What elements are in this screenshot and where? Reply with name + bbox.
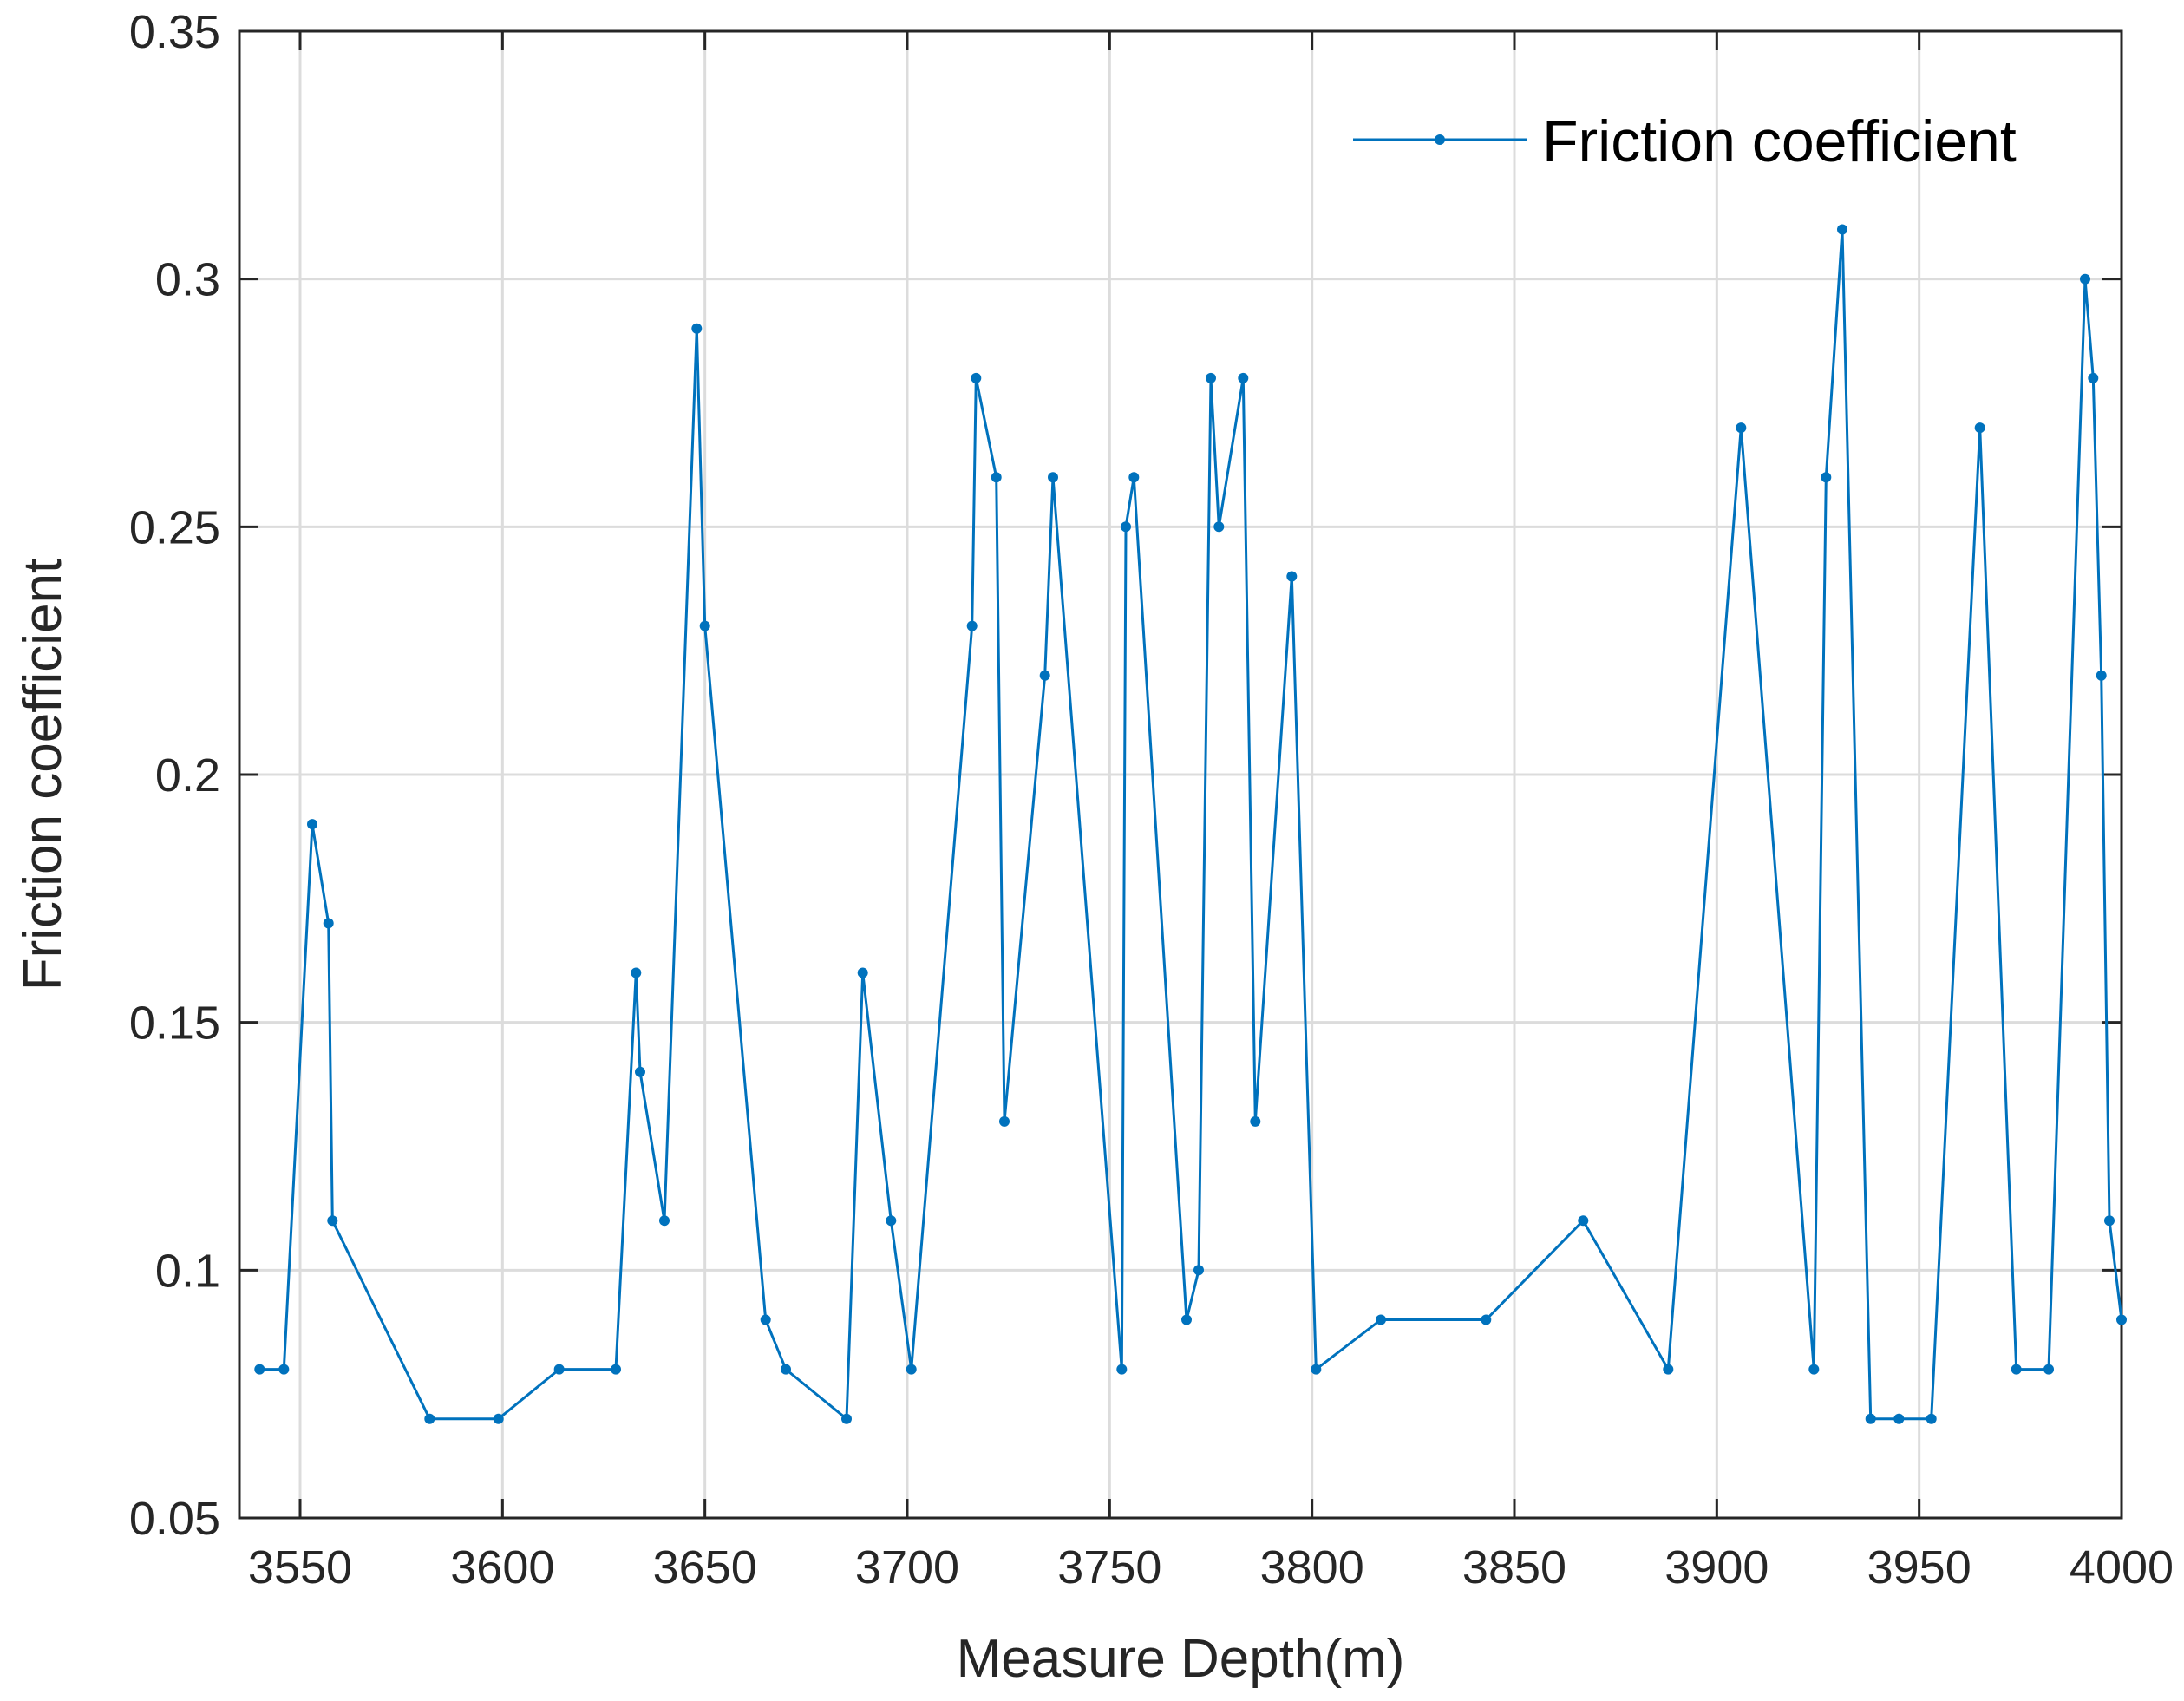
x-tick-label: 3800 [1260, 1541, 1364, 1593]
data-point [424, 1413, 435, 1424]
x-tick-label: 3700 [855, 1541, 959, 1593]
data-point [1821, 472, 1832, 483]
x-axis-label: Measure Depth(m) [957, 1629, 1405, 1689]
y-tick-labels: 0.05 0.1 0.15 0.2 0.25 0.3 0.35 [129, 6, 220, 1545]
data-point [553, 1364, 565, 1375]
data-point [906, 1364, 917, 1375]
data-point [327, 1215, 338, 1227]
data-point [2116, 1314, 2127, 1325]
series-layer [254, 224, 2127, 1424]
data-point [1048, 472, 1058, 483]
data-point [323, 918, 334, 929]
data-point [1481, 1314, 1492, 1325]
data-point [493, 1413, 504, 1424]
data-point [991, 472, 1002, 483]
y-tick-label: 0.1 [155, 1245, 220, 1297]
x-tick-label: 4000 [2070, 1541, 2174, 1593]
data-point [1837, 224, 1847, 235]
x-tick-labels: 3550 3600 3650 3700 3750 3800 3850 3900 3950 4000 [248, 1541, 2174, 1593]
legend-label: Friction coefficient [1542, 108, 2017, 174]
data-point [1193, 1265, 1204, 1276]
data-point [1039, 670, 1050, 681]
data-point [1974, 422, 1985, 434]
y-tick-label: 0.2 [155, 749, 220, 801]
data-point [1376, 1314, 1386, 1325]
data-point [1250, 1115, 1261, 1127]
y-tick-label: 0.35 [129, 6, 220, 58]
data-point [691, 323, 703, 334]
data-point [307, 819, 317, 830]
x-tick-label: 3750 [1057, 1541, 1161, 1593]
data-point [2011, 1364, 2022, 1375]
data-point [841, 1413, 852, 1424]
data-point [1238, 372, 1249, 383]
data-point [635, 1066, 645, 1077]
x-tick-label: 3550 [248, 1541, 352, 1593]
data-point [1286, 571, 1298, 582]
data-point [1128, 472, 1140, 483]
data-point [2080, 273, 2090, 285]
data-point [971, 372, 982, 383]
data-point [1121, 521, 1131, 533]
data-point [1663, 1364, 1674, 1375]
y-tick-label: 0.3 [155, 254, 220, 306]
data-point [1736, 422, 1747, 434]
data-point [886, 1215, 897, 1227]
data-point [1578, 1215, 1589, 1227]
data-point [1206, 372, 1216, 383]
data-point [699, 620, 710, 631]
legend: Friction coefficient [1353, 108, 2017, 174]
legend-marker-sample [1435, 134, 1445, 145]
x-tick-label: 3850 [1462, 1541, 1566, 1593]
data-point [659, 1215, 670, 1227]
data-point [631, 967, 642, 978]
data-point [857, 967, 868, 978]
data-point [1893, 1413, 1905, 1424]
data-point [611, 1364, 621, 1375]
data-point [1181, 1314, 1192, 1325]
data-point [1116, 1364, 1128, 1375]
data-point [2096, 670, 2107, 681]
x-tick-label: 3900 [1664, 1541, 1769, 1593]
data-point [1808, 1364, 1820, 1375]
data-point [2104, 1215, 2115, 1227]
x-tick-label: 3950 [1867, 1541, 1971, 1593]
axis-ticks [239, 29, 2123, 1520]
data-point [999, 1115, 1010, 1127]
data-point [2043, 1364, 2054, 1375]
data-point [760, 1314, 771, 1325]
data-point [781, 1364, 791, 1375]
data-point [2088, 372, 2099, 383]
y-tick-label: 0.15 [129, 998, 220, 1050]
data-point [1926, 1413, 1937, 1424]
x-tick-label: 3650 [653, 1541, 757, 1593]
y-axis-label: Friction coefficient [13, 559, 73, 991]
data-point [1865, 1413, 1876, 1424]
y-tick-label: 0.25 [129, 501, 220, 553]
data-point [1213, 521, 1225, 533]
y-tick-label: 0.05 [129, 1493, 220, 1545]
x-tick-label: 3600 [450, 1541, 554, 1593]
data-point [1311, 1364, 1322, 1375]
data-point [278, 1364, 290, 1375]
data-point [254, 1364, 265, 1375]
data-point [966, 620, 978, 631]
